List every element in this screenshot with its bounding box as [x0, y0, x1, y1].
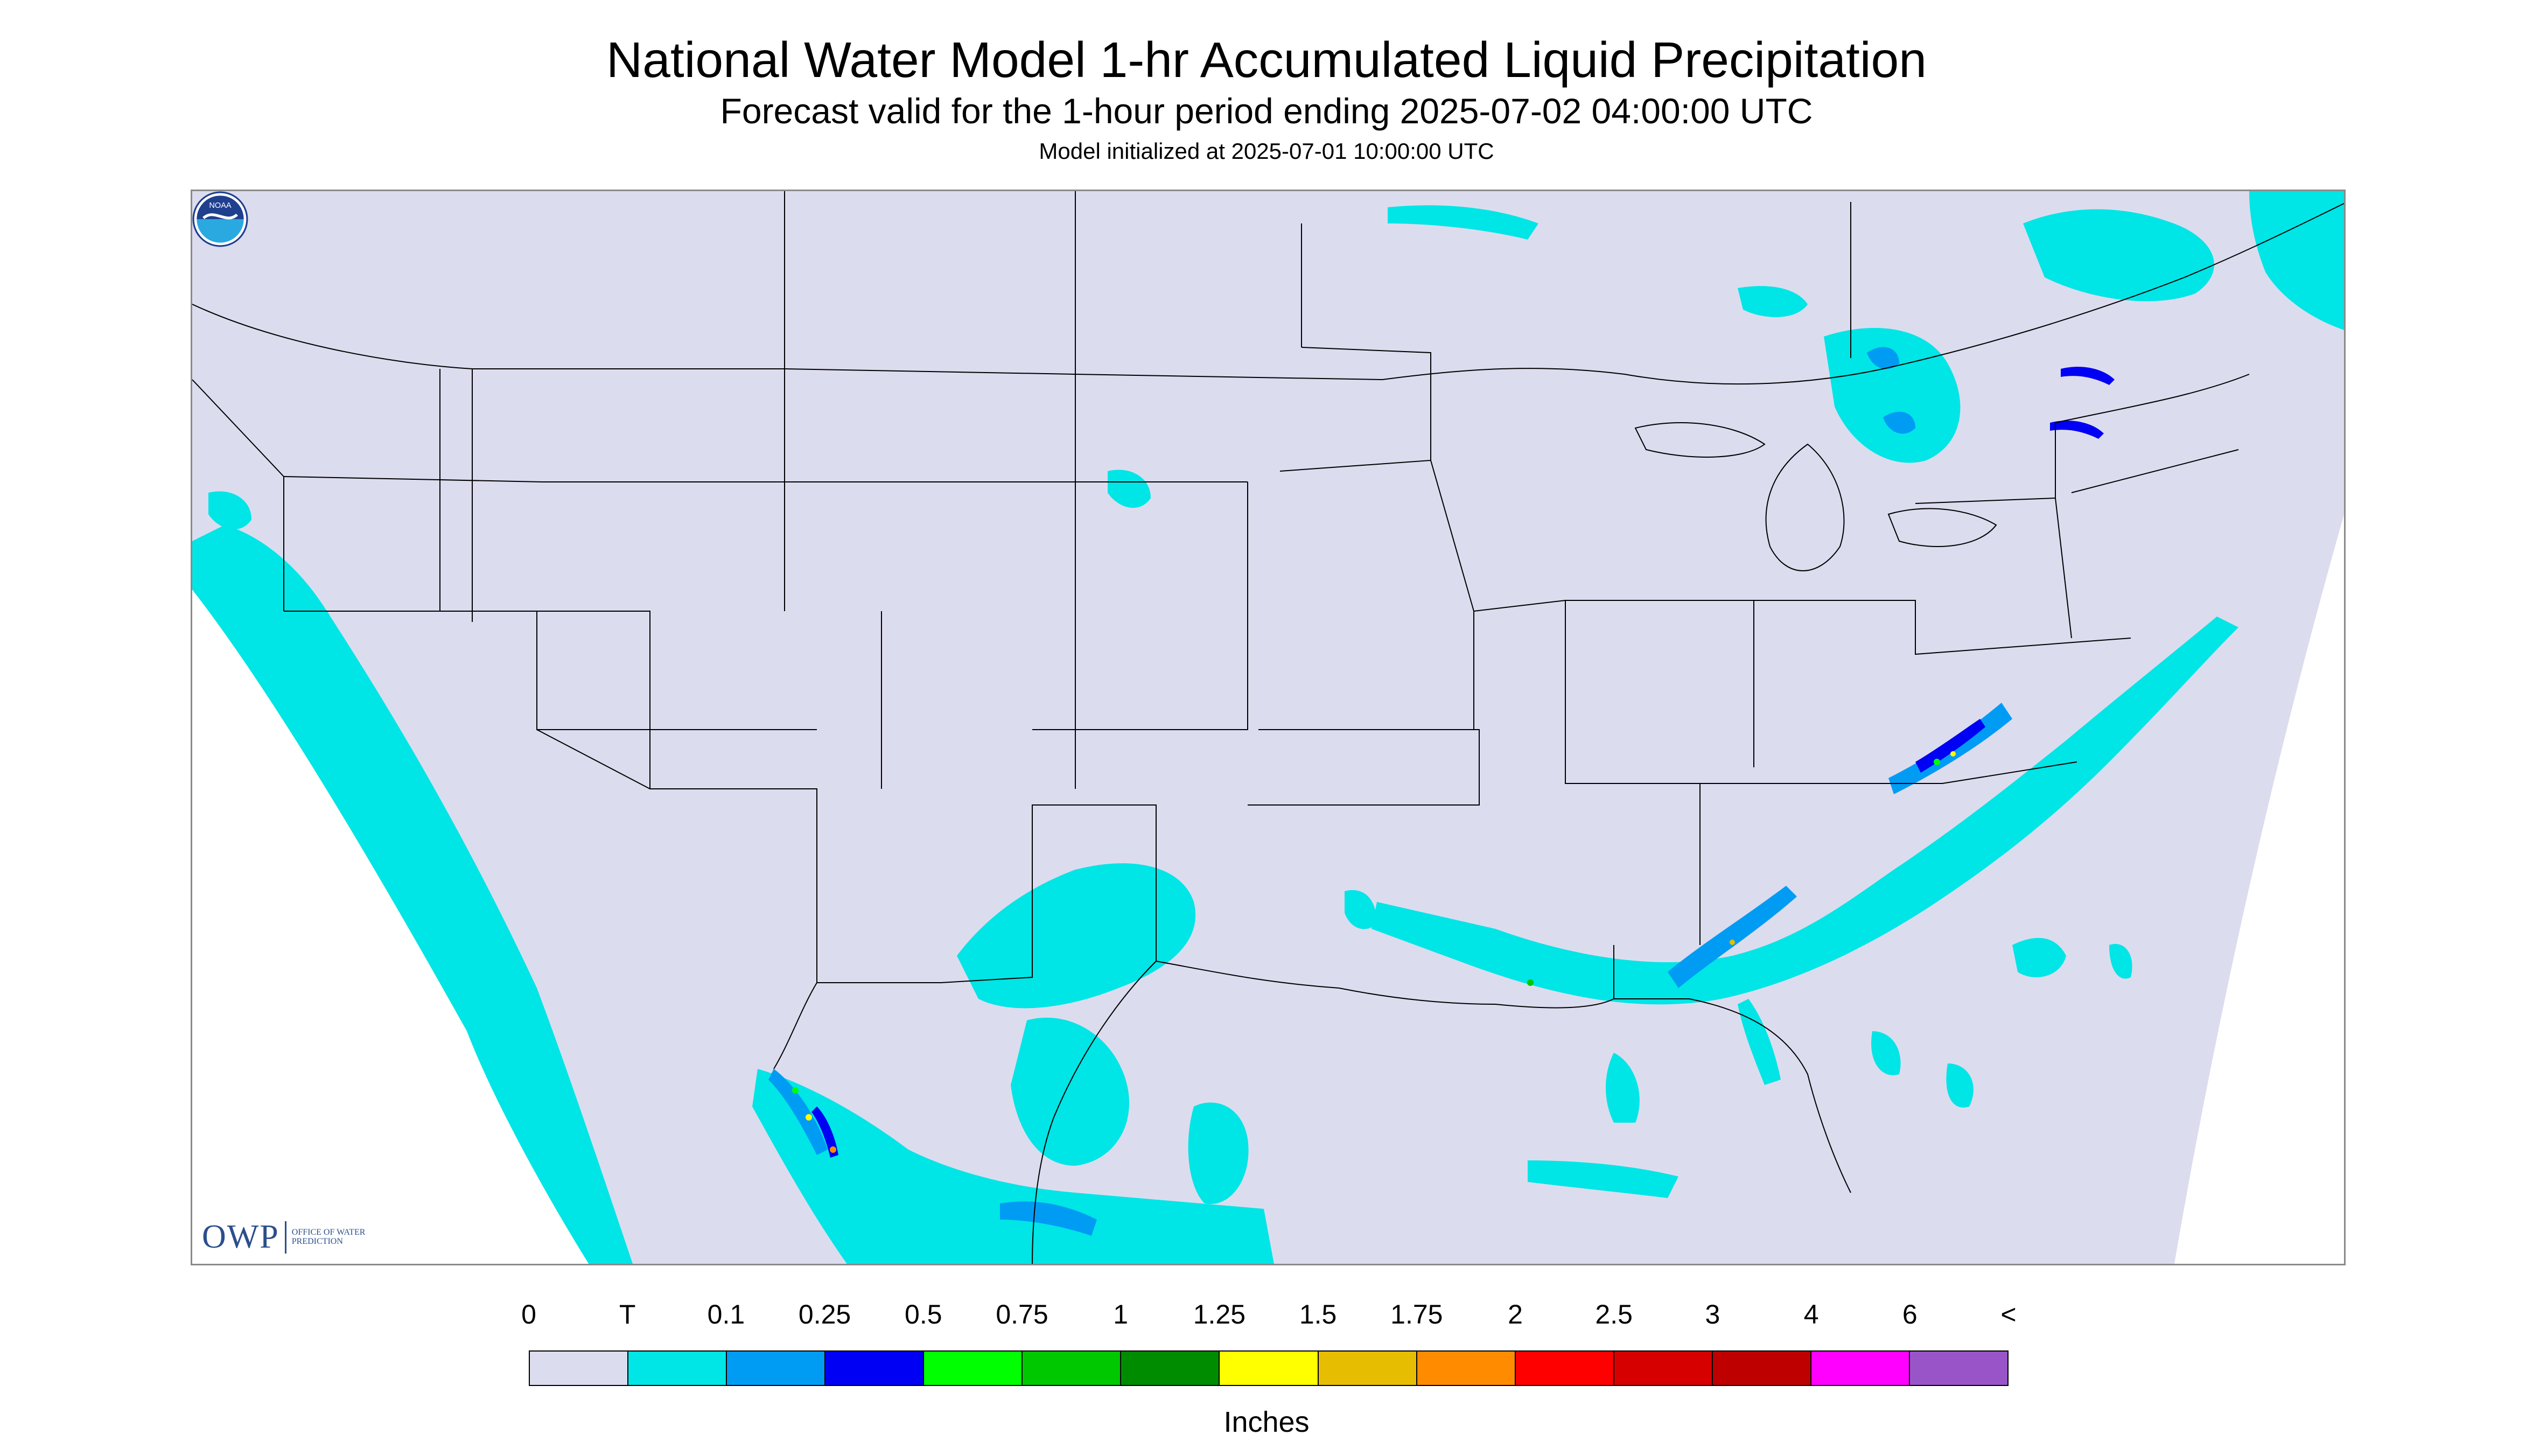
- legend-swatch: [1811, 1352, 1910, 1385]
- legend-tick-label: 1.25: [1193, 1299, 1246, 1329]
- precipitation-map: OWP OFFICE OF WATER PREDICTION NOAA: [191, 190, 2346, 1265]
- legend-tick-label: 4: [1803, 1299, 1819, 1329]
- legend-swatch: [1121, 1352, 1220, 1385]
- legend-swatch: [1712, 1352, 1811, 1385]
- map-title: National Water Model 1-hr Accumulated Li…: [606, 32, 1927, 88]
- legend-tick-label: T: [619, 1299, 636, 1329]
- legend-tick-label: 1.75: [1390, 1299, 1443, 1329]
- owp-logo-text: OFFICE OF WATER PREDICTION: [291, 1227, 366, 1246]
- legend-tick-label: 1.5: [1299, 1299, 1337, 1329]
- precip-trace-areas: [192, 191, 2344, 1264]
- legend-tick-label: 1: [1113, 1299, 1129, 1329]
- legend-swatch: [1023, 1352, 1122, 1385]
- owp-logo: OWP OFFICE OF WATER PREDICTION: [202, 1218, 367, 1256]
- forecast-validity: Forecast valid for the 1-hour period end…: [720, 91, 1813, 131]
- legend-swatch: [1614, 1352, 1713, 1385]
- legend-swatch: [1515, 1352, 1614, 1385]
- precip-heavy-cells: [811, 367, 2115, 1158]
- legend-swatch: [1220, 1352, 1319, 1385]
- legend-swatch: [628, 1352, 727, 1385]
- legend-tick-label: 2: [1508, 1299, 1523, 1329]
- legend-units: Inches: [1223, 1406, 1310, 1438]
- noaa-logo-icon: NOAA: [192, 191, 248, 247]
- legend-color-bar: [529, 1350, 2009, 1386]
- legend-swatch: [1318, 1352, 1417, 1385]
- legend-swatch: [924, 1352, 1023, 1385]
- legend-tick-label: 0.75: [996, 1299, 1048, 1329]
- conus-domain: [192, 191, 2344, 1264]
- legend-swatch: [727, 1352, 826, 1385]
- legend-swatch: [1909, 1352, 2007, 1385]
- legend-tick-label: 0.25: [798, 1299, 851, 1329]
- noaa-logo-text: NOAA: [209, 201, 232, 210]
- owp-logo-divider: [284, 1221, 286, 1254]
- map-svg: [192, 191, 2344, 1264]
- legend-tick-label: <: [2000, 1299, 2017, 1329]
- legend-tick-label: 3: [1705, 1299, 1720, 1329]
- owp-logo-mark: OWP: [202, 1219, 279, 1255]
- legend-swatch: [1417, 1352, 1516, 1385]
- legend-tick-label: 6: [1902, 1299, 1918, 1329]
- model-init-time: Model initialized at 2025-07-01 10:00:00…: [1039, 138, 1494, 164]
- legend-tick-label: 0: [521, 1299, 536, 1329]
- legend-swatch: [530, 1352, 629, 1385]
- legend-tick-label: 0.5: [905, 1299, 942, 1329]
- legend-swatch: [825, 1352, 925, 1385]
- political-boundaries: [192, 191, 2344, 1264]
- legend-tick-label: 0.1: [707, 1299, 745, 1329]
- precip-intense-cells: [792, 751, 1956, 1153]
- legend-tick-label: 2.5: [1595, 1299, 1633, 1329]
- legend-labels: 0 T 0.1 0.25 0.5 0.75 1 1.25 1.5 1.75 2 2.5 3 4 6 <: [0, 1299, 2533, 1336]
